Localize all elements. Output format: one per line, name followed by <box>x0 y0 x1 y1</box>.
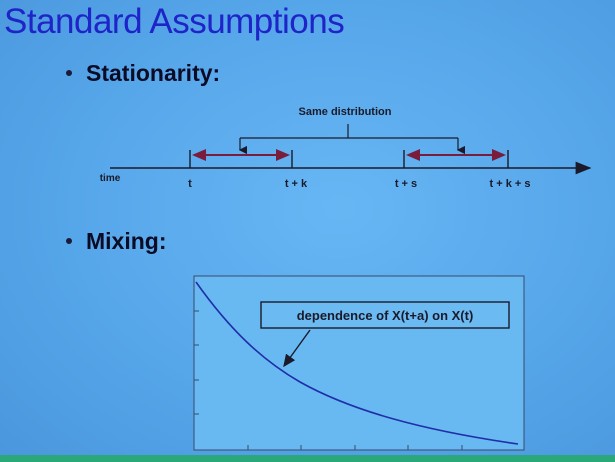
slide-title: Standard Assumptions <box>4 2 345 41</box>
time-axis-label: time <box>100 173 121 184</box>
same-distribution-bracket <box>238 124 466 155</box>
bullet-mixing: Mixing: <box>66 228 167 255</box>
bullet-dot <box>66 237 72 244</box>
bullet-stationarity: Stationarity: <box>66 60 220 87</box>
same-distribution-label: Same distribution <box>299 106 392 118</box>
tick-label-t-plus-k-plus-s: t + k + s <box>490 178 531 190</box>
annotation-text: dependence of X(t+a) on X(t) <box>297 308 474 323</box>
bullet-dot <box>66 69 72 76</box>
tick-label-t-plus-s: t + s <box>395 178 417 190</box>
tick-label-t-plus-k: t + k <box>285 178 308 190</box>
decay-curve <box>195 281 519 445</box>
annotation-box <box>260 301 510 329</box>
bullet-stationarity-label: Stationarity: <box>86 60 221 86</box>
tick-label-t: t <box>188 178 192 190</box>
bullet-mixing-label: Mixing: <box>86 228 167 254</box>
annotation-arrow <box>283 329 311 368</box>
interval-t-plus-s-to-t-plus-k-plus-s <box>403 149 509 168</box>
x-axis-ticks <box>247 445 463 450</box>
y-axis-ticks <box>194 310 199 415</box>
interval-t-to-t-plus-k <box>189 149 293 168</box>
bottom-strip <box>0 455 615 462</box>
plot-frame <box>193 275 525 451</box>
